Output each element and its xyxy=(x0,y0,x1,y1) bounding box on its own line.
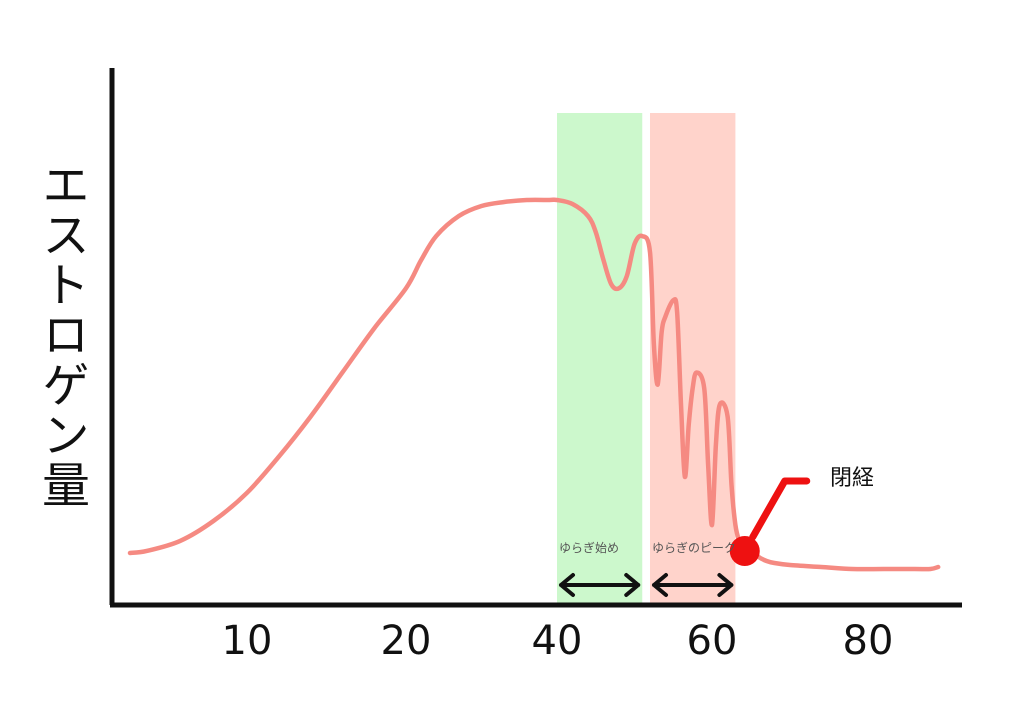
band-label-1: ゆらぎ始め xyxy=(559,541,620,555)
menopause-leader xyxy=(749,477,811,541)
x-tick-20: 20 xyxy=(380,618,432,664)
band-1 xyxy=(557,113,643,605)
bands-layer xyxy=(557,113,736,605)
band-arrow-2 xyxy=(652,573,734,597)
band-label-2: ゆらぎのピーク xyxy=(652,541,737,555)
y-axis-label: エストロゲン量 xyxy=(33,160,89,510)
x-tick-80: 80 xyxy=(842,618,894,664)
band-2 xyxy=(650,113,736,605)
menopause-label: 閉経 xyxy=(830,466,875,491)
menopause-marker xyxy=(729,477,811,566)
estrogen-curve xyxy=(127,197,941,572)
arrows-layer xyxy=(559,573,734,597)
x-tick-40: 40 xyxy=(531,618,583,664)
x-tick-10: 10 xyxy=(221,618,273,664)
x-tick-60: 60 xyxy=(686,618,738,664)
band-arrow-1 xyxy=(559,573,641,597)
menopause-dot xyxy=(729,535,760,566)
